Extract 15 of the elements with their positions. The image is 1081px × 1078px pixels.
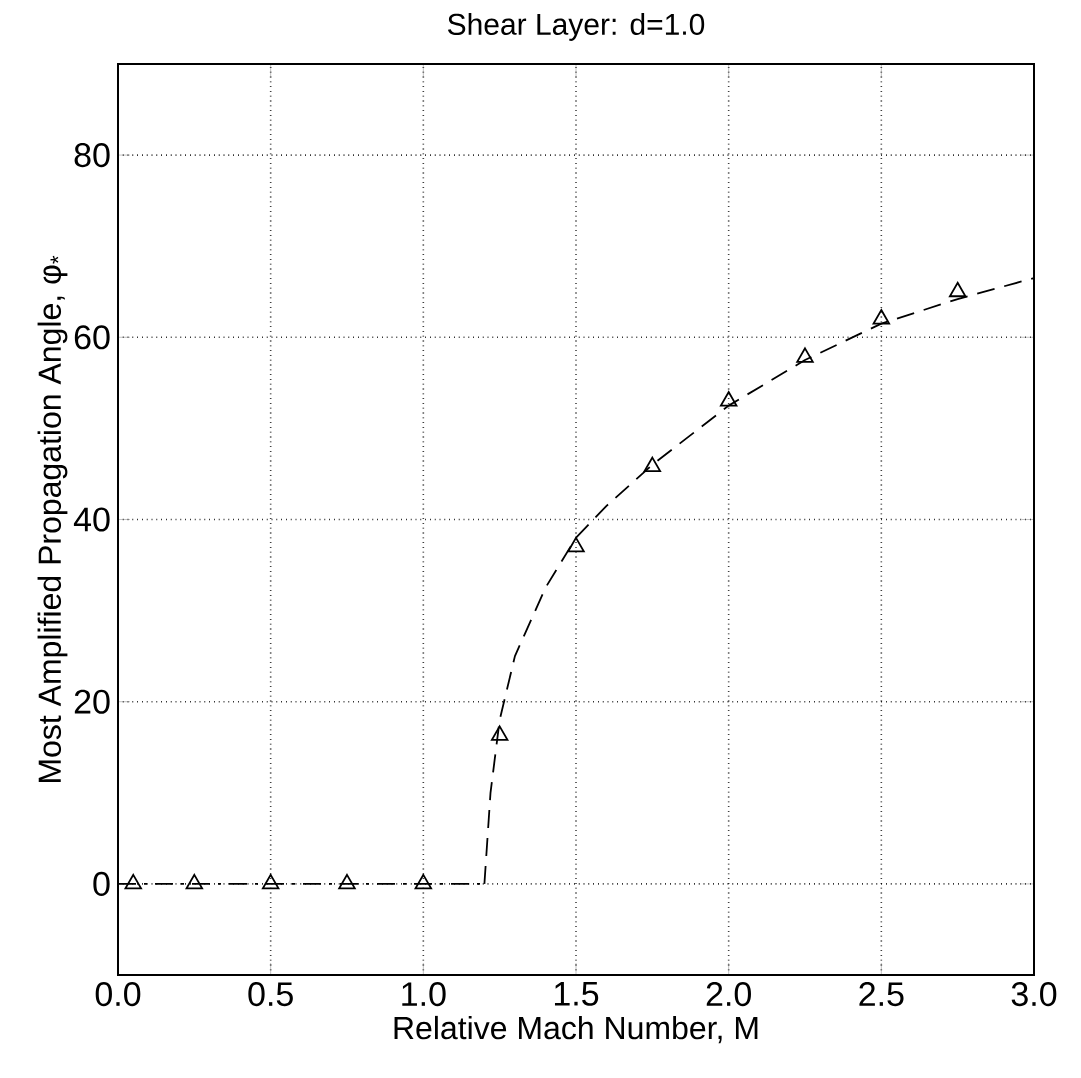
x-tick-label: 1.0 xyxy=(402,982,446,1007)
chart-title: Shear Layer: d=1.0 xyxy=(447,12,705,41)
y-axis-title: Most Amplified Propagation Angle, φ$_{*}$ xyxy=(37,255,68,783)
y-tick-label: 40 xyxy=(73,507,110,532)
x-tick-label: 1.5 xyxy=(554,982,599,1006)
x-tick-label: 2.0 xyxy=(706,982,751,1007)
y-tick-label: 20 xyxy=(74,689,110,714)
y-tick-label: 0 xyxy=(93,871,110,896)
x-tick-label: 0.0 xyxy=(95,982,141,1007)
x-tick-label: 2.5 xyxy=(859,982,904,1007)
x-tick-label: 3.0 xyxy=(1011,982,1057,1007)
y-tick-label: 80 xyxy=(74,143,110,168)
x-tick-label: 0.5 xyxy=(248,982,293,1007)
x-axis-title: Relative Mach Number, M xyxy=(394,1015,758,1044)
y-tick-label: 60 xyxy=(74,325,110,350)
